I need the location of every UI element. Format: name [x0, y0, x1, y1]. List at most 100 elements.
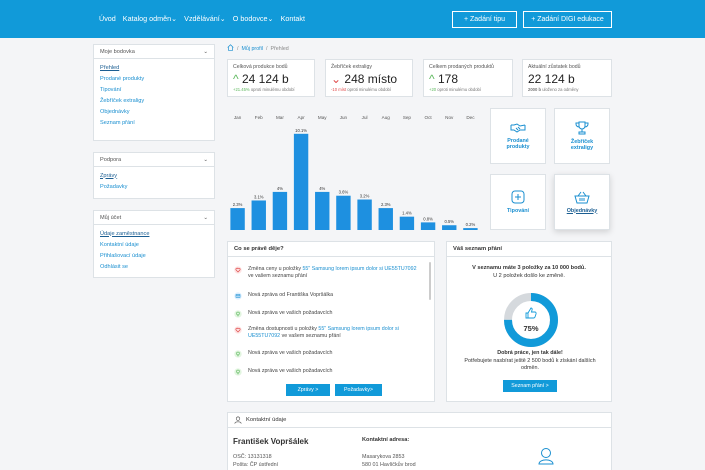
- bulb-icon: [234, 368, 242, 376]
- kpi-value: ^ 178: [429, 72, 459, 86]
- kpi-total-points: Celková produkce bodů ^ 24 124 b +21.45%…: [227, 59, 315, 97]
- tile-label: Tipování: [506, 208, 530, 214]
- tile-sold-products[interactable]: Prodané produkty: [490, 108, 546, 164]
- sidebar-item-contact-data[interactable]: Kontaktní údaje: [100, 241, 139, 248]
- chart-bar: [315, 191, 330, 230]
- month-label: Aug: [382, 115, 391, 120]
- sidebar-item-sold-products[interactable]: Prodané produkty: [100, 75, 145, 82]
- handshake-icon: [510, 123, 526, 133]
- activity-item[interactable]: Nová zpráva od Františka Vopršálka: [234, 292, 419, 300]
- address-label: Kontaktní adresa:: [362, 437, 410, 443]
- contact-post: Pošta: ČP ústřední: [233, 462, 279, 468]
- nav-home[interactable]: Úvod: [99, 14, 116, 23]
- nav-about[interactable]: O bodovce⌄: [232, 14, 274, 23]
- sidebar-item-requests[interactable]: Požadavky: [100, 183, 128, 190]
- wishlist-progress-ring: 75%: [504, 293, 558, 347]
- mail-icon: [234, 292, 242, 300]
- bar-value-label: 0.5%: [444, 219, 454, 224]
- monthly-points-chart: Jan 2.3% Feb 3.1% Mar 4% Apr 10.1% May 4% Jun 3.6% J…: [230, 115, 478, 230]
- month-label: Apr: [298, 115, 306, 120]
- basket-icon: [574, 191, 590, 203]
- sidebar-item-employee-data[interactable]: Údaje zaměstnance: [100, 230, 150, 237]
- add-tip-button[interactable]: + Zadání tipu: [452, 11, 517, 28]
- chart-bar: [272, 191, 288, 230]
- activity-item[interactable]: Nová zpráva ve vašich požadavcích: [234, 310, 419, 318]
- scrollbar[interactable]: [429, 262, 431, 300]
- main-nav: Úvod Katalog odměn⌄ Vzdělávání⌄ O bodovc…: [99, 14, 305, 23]
- sidebar-item-messages[interactable]: Zprávy: [100, 172, 118, 179]
- requests-button[interactable]: Požadavky>: [335, 384, 382, 396]
- bar-value-label: 10.1%: [295, 128, 307, 133]
- sidebar-item-overview[interactable]: Přehled: [100, 64, 120, 71]
- sidebar-group-support: Podpora ⌄ Zprávy Požadavky: [93, 152, 215, 199]
- kpi-value: 22 124 b: [528, 72, 575, 86]
- chevron-down-icon: ⌄: [203, 214, 208, 221]
- kpi-value: ^ 24 124 b: [233, 72, 289, 86]
- chart-bar: [336, 195, 351, 230]
- month-label: Feb: [255, 115, 263, 120]
- wishlist-panel: Váš seznam přání V seznamu máte 3 položk…: [446, 241, 612, 402]
- sidebar-item-logout[interactable]: Odhlásit se: [100, 263, 128, 270]
- breadcrumb: / Můj profil / Přehled: [227, 44, 289, 53]
- sidebar-item-orders[interactable]: Objednávky: [100, 108, 130, 115]
- sidebar-item-login-data[interactable]: Přihlašovací údaje: [100, 252, 146, 259]
- bar-value-label: 1.4%: [402, 211, 412, 216]
- tile-orders[interactable]: Objednávky: [554, 174, 610, 230]
- chevron-down-icon: ⌄: [203, 156, 208, 163]
- contact-name: František Vopršálek: [233, 437, 309, 446]
- sidebar-item-tipping[interactable]: Tipování: [100, 86, 122, 93]
- bar-value-label: 3.2%: [360, 194, 370, 199]
- breadcrumb-separator: /: [265, 45, 268, 52]
- month-label: Nov: [445, 115, 454, 120]
- kpi-leaderboard: Žebříček extraligy ⌄ 248 místo -10 míst …: [325, 59, 413, 97]
- tile-leaderboard[interactable]: Žebříček extraligy: [554, 108, 610, 164]
- heart-icon: [234, 266, 242, 274]
- trophy-icon: [575, 121, 589, 135]
- activity-panel: Co se právě děje? Změna ceny u položky 5…: [227, 241, 435, 402]
- home-icon[interactable]: [227, 44, 234, 53]
- month-label: May: [318, 115, 327, 120]
- thumbs-up-icon: [525, 307, 537, 319]
- activity-item[interactable]: Nová zpráva ve vašich požadavcích: [234, 350, 419, 358]
- bar-value-label: 3.1%: [254, 194, 264, 199]
- add-digi-button[interactable]: + Zadání DIGI edukace: [523, 11, 612, 28]
- bar-value-label: 4%: [319, 186, 325, 191]
- kpi-label: Celkem prodaných produktů: [429, 64, 494, 70]
- wishlist-percent: 75%: [523, 324, 538, 333]
- messages-button[interactable]: Zprávy >: [286, 384, 330, 396]
- sidebar-group-title[interactable]: Podpora ⌄: [94, 153, 214, 167]
- chart-bar: [442, 225, 457, 230]
- activity-item[interactable]: Nová zpráva ve vašich požadavcích: [234, 368, 419, 376]
- sidebar-item-leaderboard[interactable]: Žebříček extraligy: [100, 97, 145, 104]
- product-link[interactable]: 55" Samsung lorem ipsum dolor si UE55TU7…: [248, 326, 399, 339]
- arrow-up-icon: ^: [429, 72, 435, 86]
- sidebar-group-title[interactable]: Moje bodovka ⌄: [94, 45, 214, 59]
- kpi-sub: -10 míst oproti minulému období: [331, 87, 392, 92]
- nav-education[interactable]: Vzdělávání⌄: [184, 14, 226, 23]
- activity-item[interactable]: Změna dostupnosti u položky 55" Samsung …: [234, 326, 419, 340]
- progress-arc: [504, 293, 558, 347]
- wishlist-button[interactable]: Seznam přání >: [503, 380, 557, 392]
- kpi-label: Žebříček extraligy: [331, 64, 372, 70]
- contact-panel: Kontaktní údaje František Vopršálek OSČ:…: [227, 412, 612, 470]
- nav-catalog[interactable]: Katalog odměn⌄: [122, 14, 178, 23]
- product-link[interactable]: 55" Samsung lorem ipsum dolor si UE55TU7…: [302, 266, 417, 272]
- sidebar-group-bodovka: Moje bodovka ⌄ Přehled Prodané produkty T…: [93, 44, 215, 141]
- wishlist-title: Váš seznam přání: [447, 242, 611, 257]
- chart-bar: [378, 208, 393, 230]
- chart-bar: [399, 216, 415, 230]
- address-line2: 580 01 Havlíčkův brod: [362, 462, 416, 468]
- bar-value-label: 3.6%: [339, 190, 349, 195]
- user-icon: [234, 416, 242, 424]
- activity-item[interactable]: Změna ceny u položky 55" Samsung lorem i…: [234, 266, 419, 280]
- sidebar-group-title[interactable]: Můj účet ⌄: [94, 211, 214, 225]
- tile-tipping[interactable]: Tipování: [490, 174, 546, 230]
- nav-contact[interactable]: Kontakt: [280, 14, 305, 23]
- chevron-down-icon: ⌄: [219, 14, 226, 23]
- heart-icon: [234, 326, 242, 334]
- kpi-sub: +20 oproti minulému období: [429, 87, 482, 92]
- month-label: Jun: [340, 115, 348, 120]
- sidebar-item-wishlist[interactable]: Seznam přání: [100, 119, 135, 126]
- bulb-icon: [234, 350, 242, 358]
- breadcrumb-parent[interactable]: Můj profil: [241, 45, 263, 52]
